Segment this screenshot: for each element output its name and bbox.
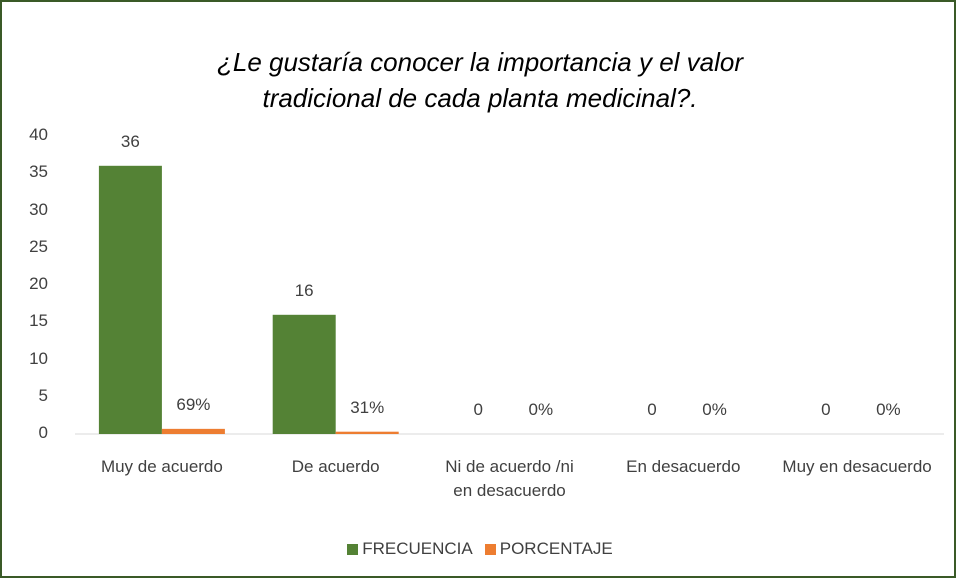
- legend-swatch: [484, 543, 496, 555]
- x-tick-label: De acuerdo: [291, 457, 380, 476]
- legend-item: PORCENTAJE: [484, 539, 613, 559]
- y-tick-label: 15: [29, 311, 48, 331]
- y-tick-label: 5: [38, 385, 48, 405]
- x-tick-label: En desacuerdo: [626, 457, 741, 476]
- y-tick-label: 40: [29, 125, 48, 144]
- bar: [335, 431, 399, 434]
- data-label: 0%: [528, 400, 554, 419]
- data-label: 0%: [876, 400, 901, 419]
- data-label: 0: [647, 400, 657, 419]
- data-label: 0%: [702, 400, 727, 419]
- legend-label: FRECUENCIA: [362, 539, 473, 558]
- x-tick-label: Muy de acuerdo: [100, 457, 223, 476]
- y-tick-label: 30: [29, 199, 48, 219]
- legend-label: PORCENTAJE: [499, 539, 613, 558]
- y-tick-label: 0: [38, 423, 48, 442]
- data-label: 16: [294, 280, 314, 300]
- bar: [272, 314, 336, 434]
- y-tick-label: 10: [29, 348, 48, 368]
- legend-swatch: [347, 543, 359, 555]
- y-tick-label: 20: [29, 274, 48, 293]
- x-tick-label: Ni de acuerdo /ni en desacuerdo: [445, 457, 574, 500]
- bar: [161, 428, 225, 434]
- legend-item: FRECUENCIA: [347, 539, 473, 559]
- legend: FRECUENCIA PORCENTAJE: [2, 539, 956, 560]
- x-tick-label: Muy en desacuerdo: [782, 457, 932, 476]
- data-label: 0: [821, 400, 831, 419]
- y-tick-label: 25: [29, 236, 48, 256]
- data-label: 0: [473, 400, 483, 419]
- y-tick-label: 35: [29, 162, 48, 182]
- bar: [98, 165, 162, 435]
- data-label: 69%: [176, 394, 211, 414]
- data-label: 36: [120, 131, 140, 151]
- data-label: 31%: [350, 397, 385, 417]
- chart-title: ¿Le gustaría conocer la importancia y el…: [216, 47, 744, 113]
